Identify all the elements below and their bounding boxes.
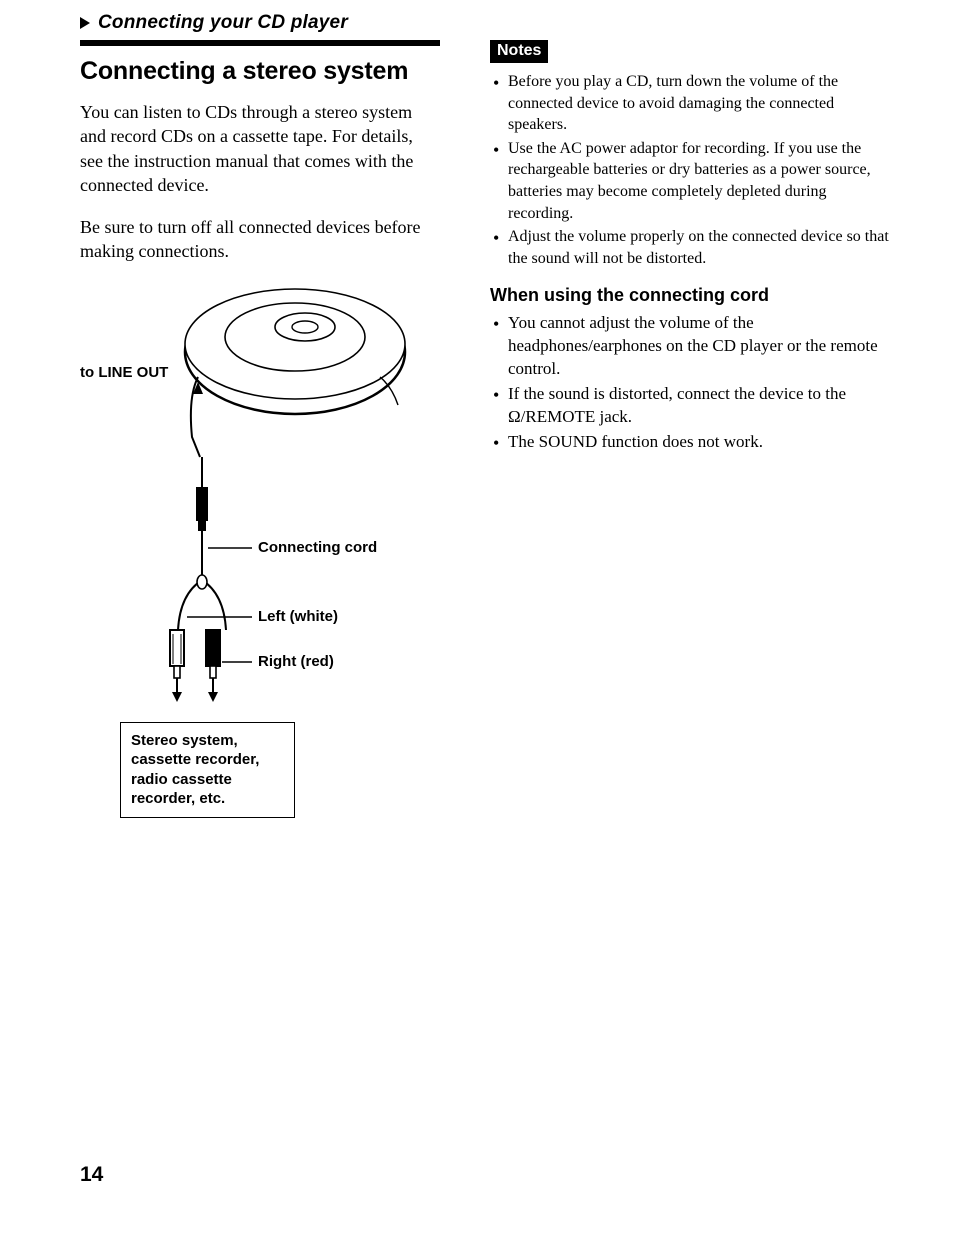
notes-badge: Notes [490, 40, 548, 63]
note-item: Adjust the volume properly on the connec… [490, 226, 890, 269]
play-triangle-icon [80, 17, 90, 29]
label-connecting-cord: Connecting cord [258, 539, 377, 556]
breadcrumb-text: Connecting your CD player [98, 12, 348, 34]
note-item: Before you play a CD, turn down the volu… [490, 71, 890, 136]
sub-bullet-item: You cannot adjust the volume of the head… [490, 312, 890, 381]
breadcrumb: Connecting your CD player [80, 12, 909, 34]
intro-paragraph-2: Be sure to turn off all connected device… [80, 215, 440, 264]
label-left-white: Left (white) [258, 608, 338, 625]
connection-diagram: to LINE OUT Connecting cord Left (white)… [80, 282, 440, 842]
label-line-out: to LINE OUT [80, 364, 168, 381]
intro-paragraph-1: You can listen to CDs through a stereo s… [80, 100, 440, 197]
page-number: 14 [80, 1163, 103, 1187]
sub-bullet-item: If the sound is distorted, connect the d… [490, 383, 890, 429]
sub-bullet-list: You cannot adjust the volume of the head… [490, 312, 890, 454]
page-title: Connecting a stereo system [80, 56, 440, 86]
section-rule [80, 40, 440, 46]
note-item: Use the AC power adaptor for recording. … [490, 138, 890, 224]
label-right-red: Right (red) [258, 653, 334, 670]
notes-list: Before you play a CD, turn down the volu… [490, 71, 890, 269]
sub-bullet-item: The SOUND function does not work. [490, 431, 890, 454]
subsection-heading: When using the connecting cord [490, 285, 890, 306]
diagram-target-box: Stereo system, cassette recorder, radio … [120, 722, 295, 818]
